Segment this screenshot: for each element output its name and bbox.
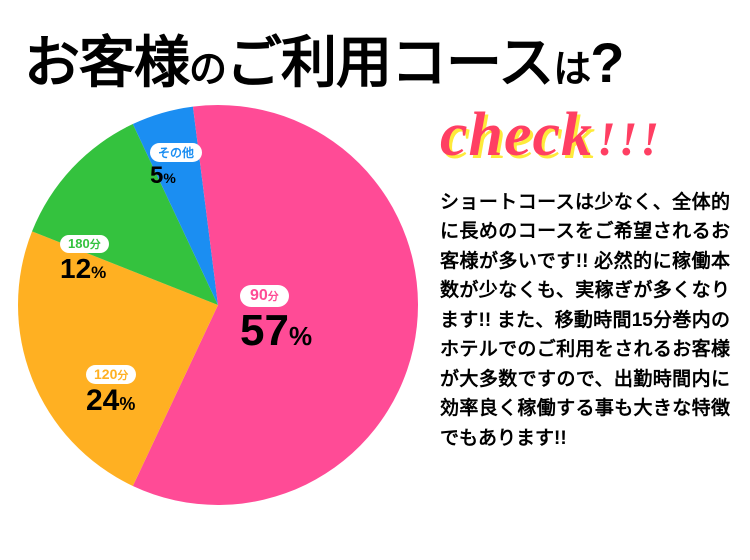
check-word: check bbox=[440, 101, 593, 169]
title-part4: は bbox=[553, 49, 590, 91]
body-copy: ショートコースは少なく、全体的に長めのコースをご希望されるお客様が多いです!! … bbox=[440, 188, 730, 453]
title-part3: ご利用コース bbox=[226, 31, 553, 94]
title-part5: ? bbox=[590, 31, 623, 94]
title-part1: お客様 bbox=[24, 31, 189, 94]
check-callout: check check !!! bbox=[440, 100, 662, 171]
title-part2: の bbox=[189, 49, 226, 91]
page-title: お客様のご利用コースは? bbox=[24, 18, 623, 99]
pie-svg bbox=[18, 105, 418, 505]
check-exclaim: !!! bbox=[597, 113, 662, 166]
course-pie-chart: 90分57%120分24%180分12%その他5% bbox=[18, 105, 418, 505]
